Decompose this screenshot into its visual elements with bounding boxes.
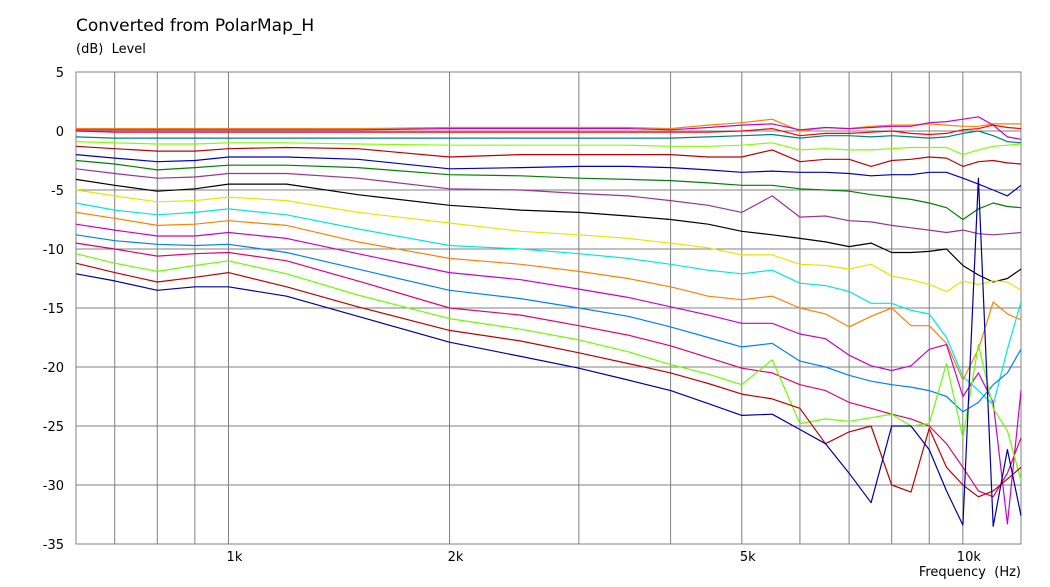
- series-line-11: [75, 189, 1022, 293]
- y-tick-labels: 5 0 -5 -10 -15 -20 -25 -30 -35: [43, 66, 64, 553]
- y-tick-label: -30: [43, 479, 64, 494]
- y-tick-label: -20: [43, 361, 64, 376]
- y-tick-label: -5: [51, 184, 64, 199]
- x-tick-label: 10k: [957, 550, 982, 565]
- x-tick-label: 2k: [448, 550, 464, 565]
- x-tick-label: 5k: [740, 550, 756, 565]
- series-line-15: [75, 234, 1022, 413]
- series-line-12: [75, 202, 1022, 406]
- x-tick-labels: 1k 2k 5k 10k: [227, 550, 982, 565]
- series-line-6: [75, 145, 1022, 167]
- series-line-13: [75, 211, 1022, 381]
- series-line-7: [75, 154, 1022, 197]
- series-line-2: [76, 116, 1022, 140]
- y-tick-label: 0: [56, 125, 64, 140]
- y-tick-label: -25: [43, 420, 64, 435]
- series-line-19: [75, 177, 1022, 527]
- series-line-1: [76, 118, 1021, 132]
- y-axis-label: (dB) Level: [76, 42, 146, 57]
- series-lines: [75, 116, 1022, 527]
- y-tick-label: -15: [43, 302, 64, 317]
- chart-title: Converted from PolarMap_H: [76, 16, 315, 36]
- series-line-5: [75, 141, 1022, 156]
- series-line-4: [75, 130, 1022, 144]
- series-line-16: [75, 242, 1022, 498]
- series-line-8: [75, 159, 1022, 221]
- x-tick-label: 1k: [227, 550, 243, 565]
- series-line-3: [75, 124, 1022, 137]
- y-tick-label: -35: [43, 538, 64, 553]
- y-tick-label: 5: [56, 66, 64, 81]
- gridlines: [76, 72, 1021, 544]
- series-line-9: [75, 168, 1022, 236]
- series-line-17: [75, 253, 1022, 481]
- series-line-18: [75, 262, 1022, 498]
- series-line-10: [75, 178, 1022, 283]
- y-tick-label: -10: [43, 243, 64, 258]
- x-axis-label: Frequency (Hz): [918, 565, 1021, 580]
- series-line-14: [75, 223, 1022, 525]
